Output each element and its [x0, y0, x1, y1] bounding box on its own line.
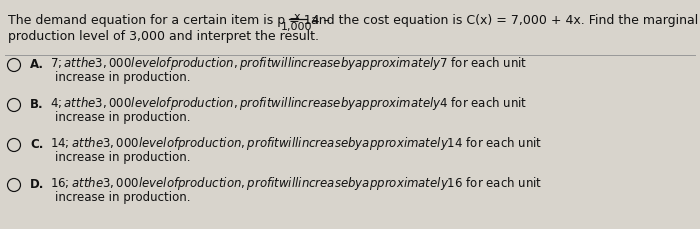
Text: and the cost equation is C(x) = 7,000 + 4x. Find the marginal profit at a: and the cost equation is C(x) = 7,000 + … — [311, 14, 700, 27]
Text: C.: C. — [30, 137, 43, 150]
Text: D.: D. — [30, 177, 44, 191]
Text: increase in production.: increase in production. — [55, 112, 190, 125]
Text: increase in production.: increase in production. — [55, 152, 190, 164]
Text: A.: A. — [30, 57, 44, 71]
Text: $7; at the 3,000 level of production, profit will increase by approximately $7 f: $7; at the 3,000 level of production, pr… — [50, 55, 527, 73]
Text: production level of 3,000 and interpret the result.: production level of 3,000 and interpret … — [8, 30, 319, 43]
Text: x: x — [294, 12, 300, 22]
Text: increase in production.: increase in production. — [55, 191, 190, 204]
Text: The demand equation for a certain item is p = 14 –: The demand equation for a certain item i… — [8, 14, 330, 27]
Text: increase in production.: increase in production. — [55, 71, 190, 85]
Text: $16; at the 3,000 level of production, profit will increase by approximately $16: $16; at the 3,000 level of production, p… — [50, 175, 543, 193]
Text: 1,000: 1,000 — [281, 22, 313, 32]
Text: $4; at the 3,000 level of production, profit will increase by approximately $4 f: $4; at the 3,000 level of production, pr… — [50, 95, 527, 112]
Text: $14; at the 3,000 level of production, profit will increase by approximately $14: $14; at the 3,000 level of production, p… — [50, 136, 543, 153]
Text: B.: B. — [30, 98, 43, 111]
